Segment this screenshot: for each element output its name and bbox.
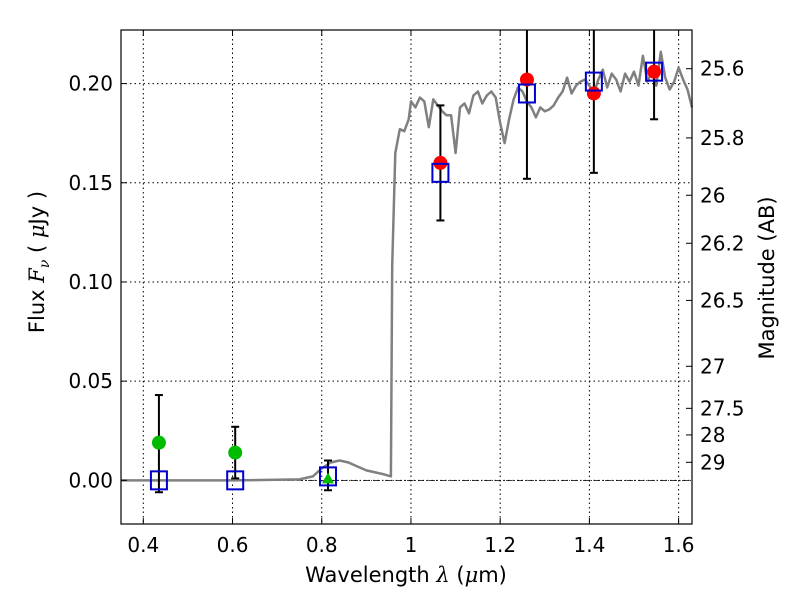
right-axis-title: Magnitude (AB) (755, 196, 779, 359)
right-axis-tick-label: 26 (700, 183, 725, 207)
blue-square-marker (226, 470, 245, 491)
y-tick-label: 0.20 (68, 72, 113, 96)
x-tick-label: 0.8 (306, 533, 338, 557)
blue-square-marker (318, 466, 337, 487)
right-axis-tick-label: 27.5 (700, 396, 745, 420)
red-circle-marker (647, 64, 662, 79)
y-tick-label: 0.00 (68, 468, 113, 492)
y-axis-title: Flux Fν ( μJy ) (25, 191, 53, 333)
right-axis-tick-label: 28 (700, 423, 725, 447)
blue-square-marker (645, 61, 664, 82)
x-tick-label: 1 (405, 533, 418, 557)
red-circle-marker (519, 72, 534, 87)
x-tick-label: 1.2 (484, 533, 516, 557)
blue-square-marker (584, 71, 603, 92)
right-axis-tick-label: 26.5 (700, 288, 745, 312)
right-axis-tick-label: 25.8 (700, 126, 745, 150)
red-circle-marker (586, 86, 601, 101)
blue-square-marker (149, 470, 168, 491)
x-tick-label: 0.4 (127, 533, 159, 557)
x-axis-title: Wavelength λ (μm) (305, 563, 507, 587)
model-spectrum-layer (121, 50, 694, 482)
right-axis-tick-label: 26.2 (700, 231, 745, 255)
green-triangle-marker (321, 472, 334, 484)
axis-ticks: 0.4 0.6 0.8 1 1.2 1.4 1.6 0.00 0.05 0.10 0.15 0.20 2… (68, 30, 745, 557)
blue-square-marker (431, 162, 450, 183)
model-spectrum-line (121, 50, 694, 482)
x-tick-label: 1.6 (663, 533, 695, 557)
y-tick-label: 0.05 (68, 369, 113, 393)
green-circle-marker (151, 435, 166, 450)
green-circle-marker (228, 445, 243, 460)
plot-frame (120, 29, 693, 525)
y-tick-label: 0.15 (68, 171, 113, 195)
right-axis-tick-label: 25.6 (700, 57, 745, 81)
grid-lines (121, 30, 692, 524)
markers-layer (149, 61, 664, 491)
error-bars-layer (154, 30, 659, 494)
x-tick-label: 0.6 (217, 533, 249, 557)
y-tick-label: 0.10 (68, 270, 113, 294)
right-axis-tick-label: 29 (700, 450, 725, 474)
x-tick-label: 1.4 (573, 533, 605, 557)
blue-square-marker (517, 83, 536, 104)
right-axis-tick-label: 27 (700, 354, 725, 378)
